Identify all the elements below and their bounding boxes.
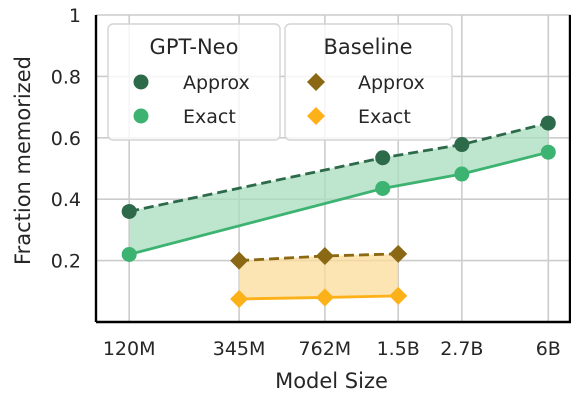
tick-labels: 120M 345M 762M 1.5B 2.7B 6B 0.2 0.4 0.6 0.8 1 xyxy=(51,5,561,360)
data-point xyxy=(121,203,137,219)
legend: GPT-Neo Approx Exact Baseline Approx Exact xyxy=(107,23,453,141)
series-line xyxy=(128,121,549,213)
data-point xyxy=(121,246,137,262)
series-markers xyxy=(121,115,556,308)
y-tick-label: 0.2 xyxy=(51,251,81,273)
x-tick-label: 345M xyxy=(213,338,266,360)
data-point xyxy=(454,166,470,182)
data-point xyxy=(375,180,391,196)
data-point xyxy=(389,244,408,263)
legend-title: Baseline xyxy=(323,35,412,59)
series-line xyxy=(128,150,549,256)
legend-label: Approx xyxy=(183,72,250,94)
x-axis-label: Model Size xyxy=(275,369,388,393)
fill-bands xyxy=(129,123,549,299)
data-point xyxy=(315,288,334,307)
y-axis-label: Fraction memorized xyxy=(11,56,35,265)
legend-marker xyxy=(133,108,149,124)
legend-label: Exact xyxy=(358,106,411,128)
x-tick-label: 6B xyxy=(536,338,561,360)
y-tick-label: 0.8 xyxy=(51,66,81,88)
x-tick-label: 120M xyxy=(103,338,156,360)
data-point xyxy=(230,251,249,270)
x-tick-label: 762M xyxy=(299,338,352,360)
data-point xyxy=(315,246,334,265)
data-point xyxy=(540,115,556,131)
x-tick-label: 1.5B xyxy=(377,338,420,360)
fill-band xyxy=(239,253,399,299)
legend-marker xyxy=(307,107,325,125)
legend-label: Approx xyxy=(358,72,425,94)
legend-marker xyxy=(307,73,325,91)
axes xyxy=(94,15,571,324)
y-tick-label: 0.6 xyxy=(51,128,81,150)
y-tick-label: 0.4 xyxy=(51,189,81,211)
legend-label: Exact xyxy=(183,106,236,128)
legend-box xyxy=(284,23,453,141)
fill-band xyxy=(129,123,549,255)
legend-title: GPT-Neo xyxy=(150,35,239,59)
data-point xyxy=(454,137,470,153)
legend-marker xyxy=(133,74,149,90)
data-point xyxy=(375,150,391,166)
x-tick-label: 2.7B xyxy=(440,338,483,360)
y-tick-label: 1 xyxy=(69,5,81,27)
data-point xyxy=(230,289,249,308)
legend-box xyxy=(107,23,281,141)
data-point xyxy=(389,286,408,305)
data-point xyxy=(540,144,556,160)
